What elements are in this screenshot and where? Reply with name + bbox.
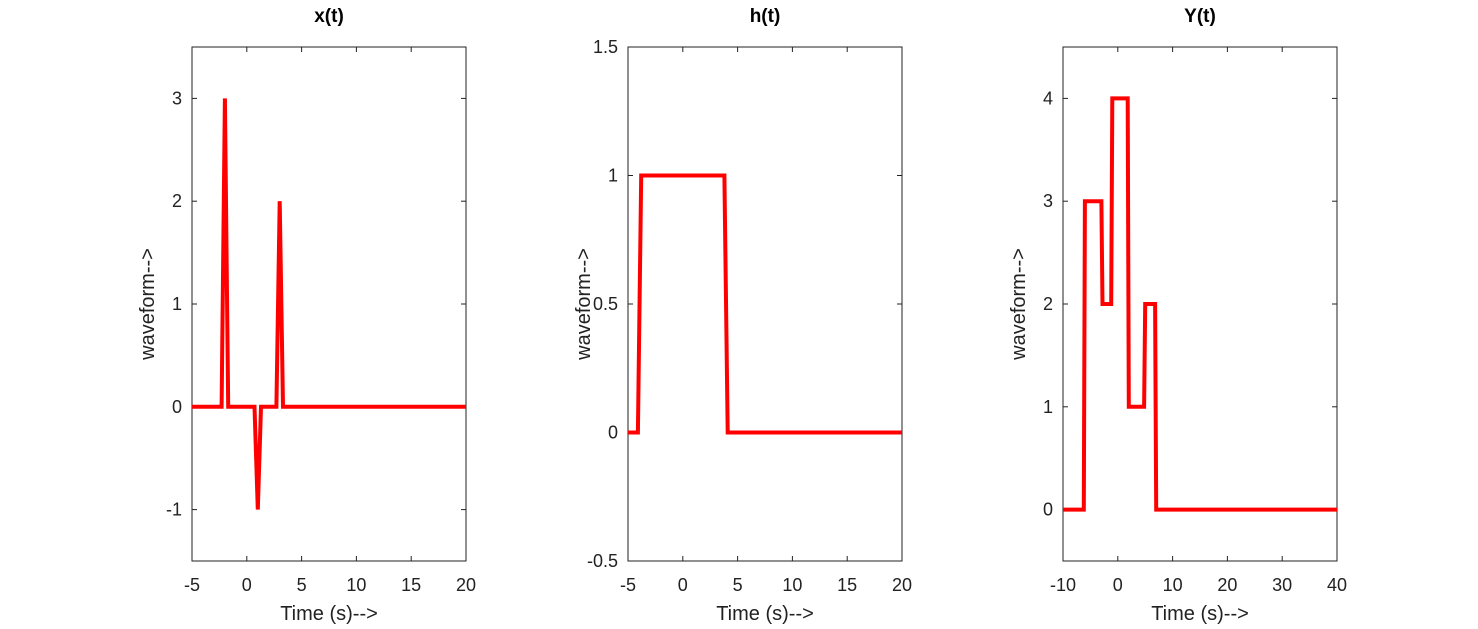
x-axis-label: Time (s)--> — [1151, 603, 1249, 625]
x-tick-label: 20 — [892, 575, 912, 595]
x-tick-label: -5 — [184, 575, 200, 595]
series-line — [628, 173, 902, 435]
x-tick-label: 5 — [733, 575, 743, 595]
y-tick-label: -0.5 — [587, 551, 618, 571]
y-axis-label: waveform--> — [573, 248, 595, 361]
subplot-1: x(t) -5 0 5 10 15 20 -1 0 1 2 3 Time (s)--> waveform-… — [137, 6, 476, 625]
y-axis-label: waveform--> — [1008, 248, 1030, 361]
y-tick-label: -1 — [166, 500, 182, 520]
x-tick-label: 30 — [1272, 575, 1292, 595]
y-tick-label: 2 — [1043, 294, 1053, 314]
x-tick-label: 15 — [401, 575, 421, 595]
x-tick-label: -5 — [620, 575, 636, 595]
x-tick-label: 10 — [782, 575, 802, 595]
x-axis-label: Time (s)--> — [716, 603, 814, 625]
y-tick-label: 3 — [172, 88, 182, 108]
y-tick-label: 2 — [172, 191, 182, 211]
x-axis-label: Time (s)--> — [280, 603, 378, 625]
y-tick-label: 1.5 — [593, 37, 618, 57]
x-tick-label: 5 — [297, 575, 307, 595]
x-tick-label: 10 — [346, 575, 366, 595]
chart-title: x(t) — [314, 6, 344, 27]
y-tick-label: 1 — [172, 294, 182, 314]
chart-title: Y(t) — [1184, 6, 1216, 27]
x-tick-label: 15 — [837, 575, 857, 595]
y-tick-label: 3 — [1043, 191, 1053, 211]
x-tick-label: -10 — [1050, 575, 1076, 595]
x-tick-label: 10 — [1163, 575, 1183, 595]
y-tick-label: 1 — [608, 166, 618, 186]
y-axis-label: waveform--> — [137, 248, 159, 361]
x-tick-label: 20 — [456, 575, 476, 595]
x-tick-label: 20 — [1217, 575, 1237, 595]
y-tick-label: 0 — [608, 423, 618, 443]
subplot-2: h(t) -5 0 5 10 15 20 -0.5 0 0.5 1 1.5 Time (s)--> wav… — [573, 6, 912, 625]
y-tick-label: 0 — [1043, 500, 1053, 520]
x-tick-label: 0 — [1113, 575, 1123, 595]
chart-title: h(t) — [750, 6, 781, 27]
axes-frame — [627, 46, 903, 562]
y-tick-label: 1 — [1043, 397, 1053, 417]
subplot-3: Y(t) -10 0 10 20 30 40 0 1 2 3 4 Time (s)--> waveform… — [1008, 6, 1347, 625]
y-tick-label: 0.5 — [593, 294, 618, 314]
y-tick-label: 4 — [1043, 88, 1053, 108]
x-tick-label: 0 — [678, 575, 688, 595]
axes-frame — [191, 46, 467, 562]
series-line — [1063, 96, 1337, 512]
y-tick-label: 0 — [172, 397, 182, 417]
series-line — [192, 98, 466, 510]
x-tick-label: 40 — [1327, 575, 1347, 595]
x-tick-label: 0 — [242, 575, 252, 595]
